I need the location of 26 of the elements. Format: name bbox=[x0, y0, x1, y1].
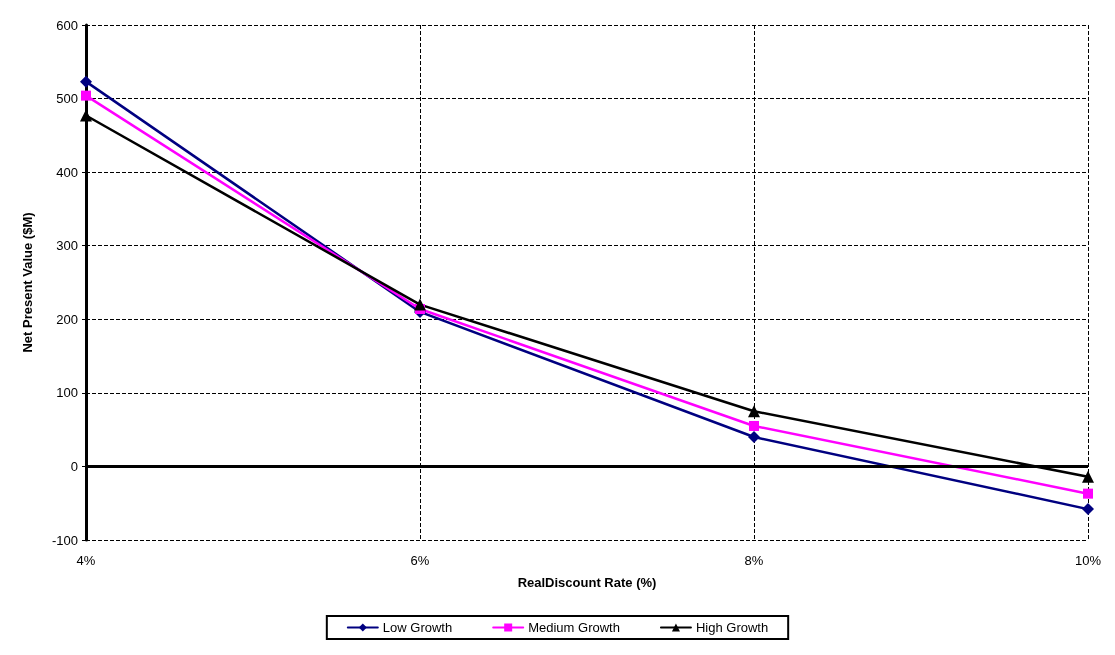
point bbox=[414, 298, 426, 311]
x-tick-label: 4% bbox=[76, 553, 96, 568]
point bbox=[748, 431, 760, 443]
legend-label: Medium Growth bbox=[528, 620, 620, 635]
y-tick-label: 500 bbox=[56, 91, 78, 107]
y-tick-label: 0 bbox=[70, 458, 78, 474]
y-tick-label: 600 bbox=[56, 17, 78, 33]
x-axis-title: RealDiscount Rate (%) bbox=[517, 575, 657, 590]
point bbox=[748, 405, 760, 418]
point bbox=[749, 420, 759, 431]
legend-label: Low Growth bbox=[382, 620, 453, 635]
y-tick-label: -100 bbox=[51, 532, 78, 548]
point bbox=[1082, 470, 1094, 483]
y-tick-label: 400 bbox=[56, 164, 78, 180]
point bbox=[1083, 488, 1093, 499]
y-tick-label: 100 bbox=[56, 385, 78, 401]
point bbox=[80, 75, 92, 88]
x-tick-label: 10% bbox=[1074, 553, 1102, 568]
y-tick-label: 300 bbox=[56, 238, 78, 254]
y-axis-title: Net Present Value ($M) bbox=[20, 212, 35, 353]
legend-label: High Growth bbox=[695, 620, 769, 635]
point bbox=[81, 90, 91, 101]
x-tick-label: 8% bbox=[744, 553, 764, 568]
y-tick-label: 200 bbox=[56, 311, 78, 327]
x-tick-label: 6% bbox=[410, 553, 430, 568]
point bbox=[1082, 503, 1094, 516]
